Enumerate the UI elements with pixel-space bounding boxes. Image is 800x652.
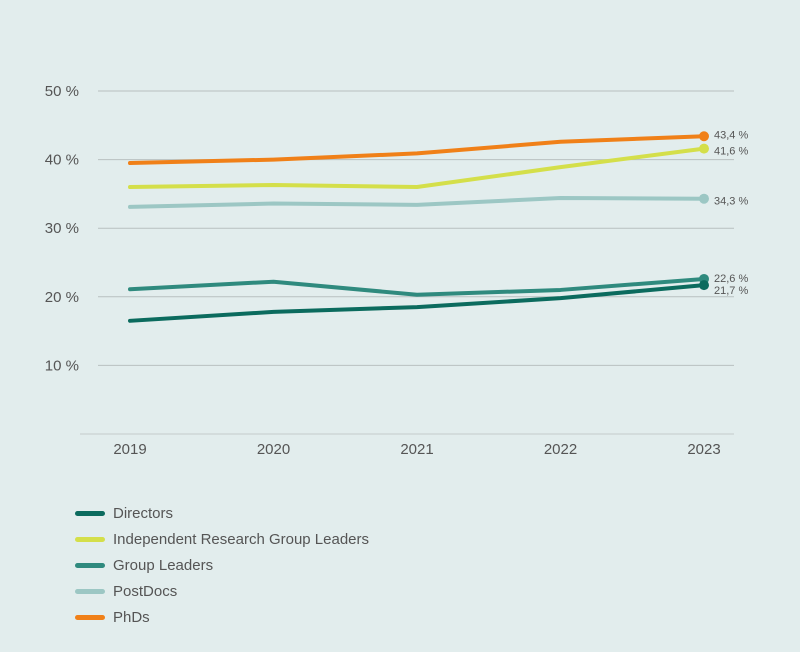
legend-swatch — [75, 536, 105, 542]
end-marker — [699, 131, 709, 142]
data-label: 43,4 % — [714, 129, 748, 141]
x-tick-label: 2020 — [257, 441, 290, 458]
end-marker — [699, 280, 709, 291]
y-tick-label: 10 % — [45, 357, 79, 374]
y-tick-label: 30 % — [45, 220, 79, 237]
data-label: 41,6 % — [714, 146, 748, 158]
legend: Directors Independent Research Group Lead… — [75, 500, 369, 630]
legend-swatch — [75, 588, 105, 594]
legend-item: PhDs — [75, 604, 369, 630]
series-lines — [128, 134, 706, 323]
gridlines — [80, 90, 734, 435]
data-label: 34,3 % — [714, 196, 748, 208]
legend-swatch — [75, 562, 105, 568]
end-marker — [699, 193, 709, 204]
x-tick-label: 2023 — [687, 441, 720, 458]
x-tick-label: 2019 — [113, 441, 146, 458]
legend-swatch — [75, 510, 105, 516]
series-line-phds — [128, 134, 706, 166]
legend-label: Group Leaders — [113, 556, 214, 574]
legend-item: Independent Research Group Leaders — [75, 526, 369, 552]
series-line-group-leaders — [128, 276, 706, 297]
y-tick-label: 40 % — [45, 152, 79, 169]
data-label: 21,7 % — [714, 285, 748, 297]
legend-item: PostDocs — [75, 578, 369, 604]
legend-label: PhDs — [113, 608, 150, 626]
series-line-independent-research-group-leaders — [128, 146, 706, 190]
y-axis: 10 % 20 % 30 % 40 % 50 % — [45, 83, 79, 374]
legend-swatch — [75, 614, 105, 620]
y-tick-label: 50 % — [45, 83, 79, 100]
legend-item: Directors — [75, 500, 369, 526]
legend-label: Directors — [113, 504, 174, 522]
legend-label: Independent Research Group Leaders — [113, 530, 370, 548]
series-line-postdocs — [128, 196, 706, 209]
end-markers — [699, 131, 709, 291]
legend-label: PostDocs — [113, 582, 178, 600]
x-tick-label: 2021 — [400, 441, 433, 458]
series-line-directors — [128, 283, 706, 323]
data-labels: 21,7 % 41,6 % 22,6 % 34,3 % 43,4 % — [714, 129, 748, 297]
x-tick-label: 2022 — [544, 441, 577, 458]
x-axis: 2019 2020 2021 2022 2023 — [113, 441, 720, 458]
end-marker — [699, 143, 709, 154]
data-label: 22,6 % — [714, 273, 748, 285]
y-tick-label: 20 % — [45, 289, 79, 306]
legend-item: Group Leaders — [75, 552, 369, 578]
